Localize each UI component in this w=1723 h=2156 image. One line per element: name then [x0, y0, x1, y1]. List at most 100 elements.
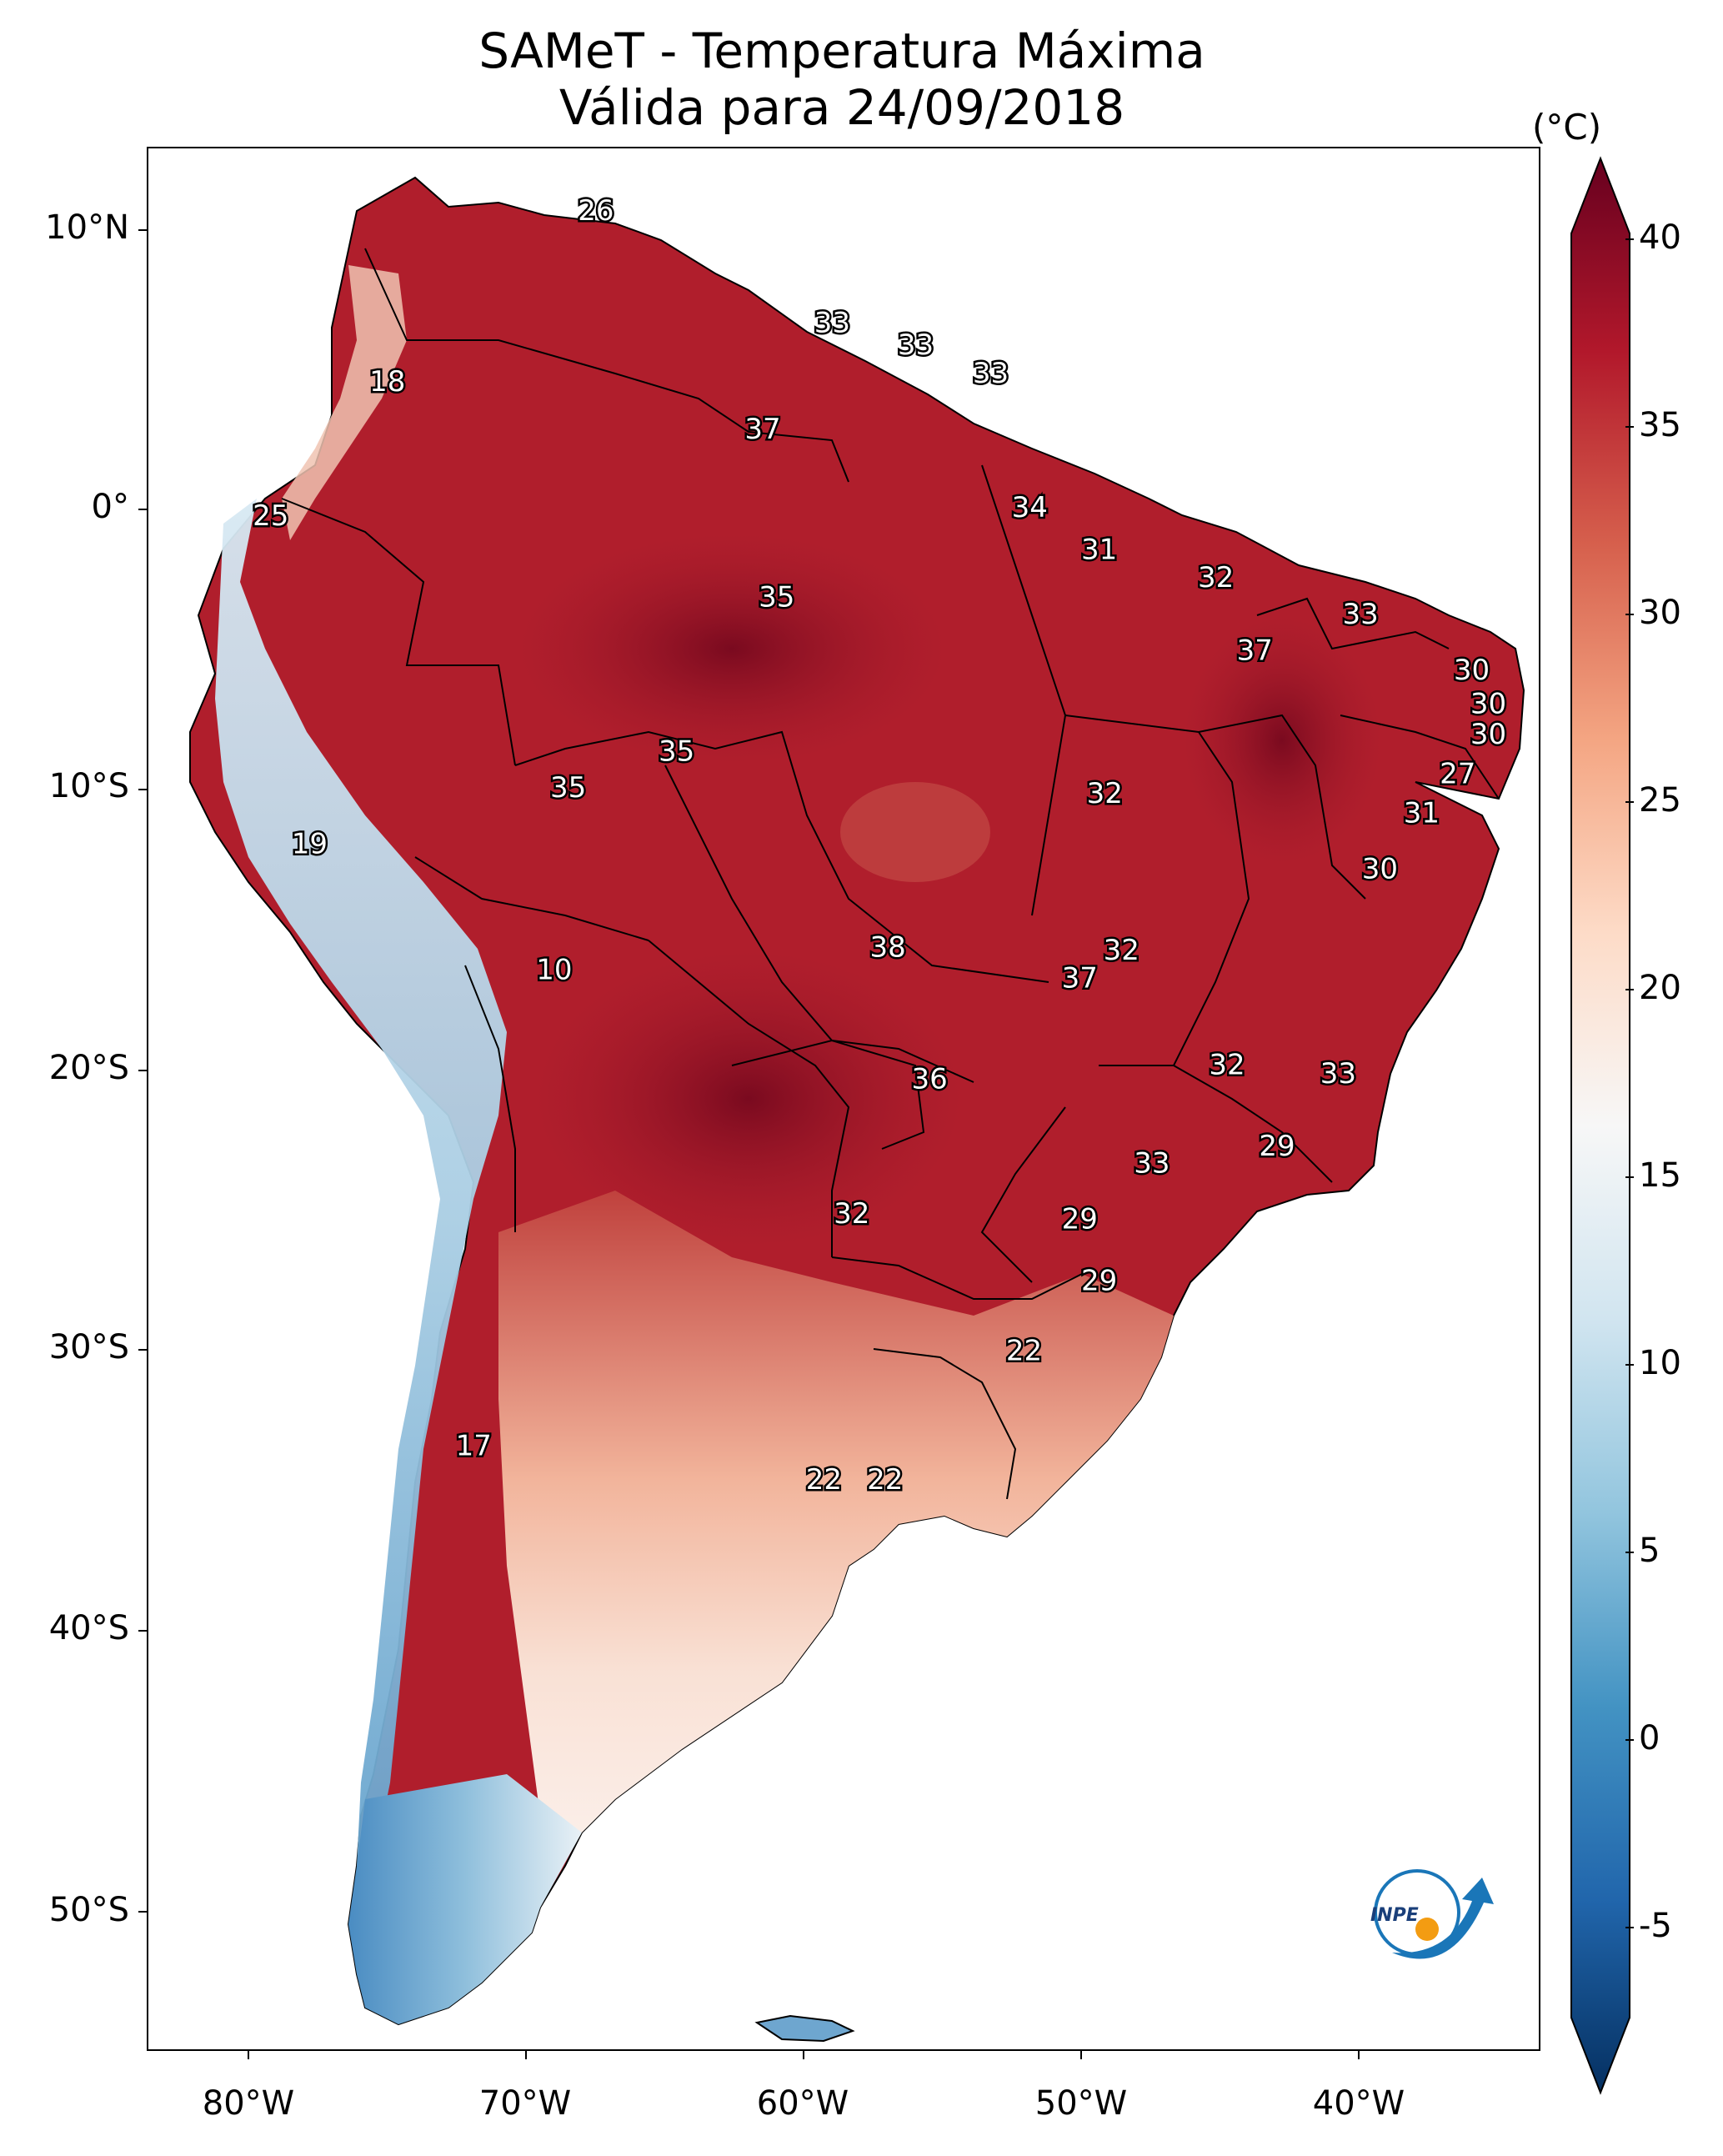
inpe-logo: INPE	[1370, 1869, 1494, 1959]
patagonia-cold	[348, 1774, 582, 2024]
contour-label: 35	[759, 581, 794, 614]
colorbar-unit: (°C)	[1532, 107, 1602, 148]
country-borders	[281, 248, 1500, 1500]
contour-label: 33	[1320, 1057, 1356, 1091]
lat-tick	[138, 509, 147, 510]
lat-tick	[138, 789, 147, 790]
contour-label: 22	[867, 1463, 903, 1497]
contour-label: 33	[973, 357, 1009, 390]
lat-label-30s: 30°S	[48, 1328, 129, 1366]
lat-tick	[138, 1911, 147, 1913]
cb-tick-0: 0	[1639, 1719, 1660, 1757]
lat-tick	[138, 1349, 147, 1351]
contour-label: 30	[1470, 718, 1506, 751]
lon-tick	[1080, 2051, 1082, 2059]
contour-label: 33	[1134, 1146, 1170, 1180]
lat-label-20s: 20°S	[48, 1049, 129, 1087]
cb-tickmark	[1625, 1927, 1634, 1928]
contour-label: 31	[1081, 534, 1117, 567]
logo-text: INPE	[1370, 1905, 1419, 1926]
cb-tick-10: 10	[1639, 1344, 1681, 1382]
cb-tick-5: 5	[1639, 1532, 1660, 1570]
lon-label-40w: 40°W	[1312, 2084, 1405, 2123]
contour-label: 17	[456, 1430, 492, 1463]
map-panel[interactable]: 26 18 25 33 33 33 37 34 31 32 33 35 37 30 30 30 27 35 35 32…	[147, 147, 1540, 2051]
contour-label: 32	[834, 1197, 869, 1231]
cb-tick-15: 15	[1639, 1156, 1681, 1195]
contour-label: 33	[898, 328, 934, 362]
contour-label: 18	[369, 365, 405, 399]
contour-label: 30	[1470, 687, 1506, 720]
cb-tickmark	[1625, 614, 1634, 615]
colorbar-body	[1570, 156, 1630, 2095]
contour-label: 32	[1104, 934, 1139, 967]
cb-tickmark	[1625, 1176, 1634, 1178]
contour-label: 32	[1087, 777, 1123, 810]
contour-label: 32	[1209, 1049, 1245, 1082]
contour-label: 25	[253, 499, 288, 533]
lon-label-70w: 70°W	[478, 2084, 572, 2123]
lat-tick	[138, 1070, 147, 1071]
falkland-islands	[754, 2014, 855, 2043]
lat-label-50s: 50°S	[48, 1891, 129, 1929]
lat-tick	[138, 229, 147, 231]
contour-label: 29	[1081, 1264, 1117, 1297]
cb-tick-25: 25	[1639, 781, 1681, 820]
colombian-andes	[282, 265, 407, 540]
lon-tick	[525, 2051, 527, 2059]
lon-label-60w: 60°W	[756, 2084, 849, 2123]
contour-label: 38	[869, 931, 905, 965]
contour-label: 26	[578, 194, 614, 228]
logo-arrow	[1392, 1878, 1494, 1959]
cb-tickmark	[1625, 1552, 1634, 1553]
lat-label-0: 0°	[91, 488, 129, 526]
cb-tick-20: 20	[1639, 969, 1681, 1007]
contour-label: 35	[659, 735, 694, 768]
contour-label: 22	[1006, 1334, 1042, 1367]
lat-label-10n: 10°N	[45, 208, 129, 247]
cb-tick-40: 40	[1639, 218, 1681, 257]
cb-tickmark	[1625, 1364, 1634, 1366]
contour-label: 37	[1062, 962, 1098, 995]
contour-label: 29	[1062, 1203, 1098, 1236]
andes-cold-strip	[215, 499, 507, 1949]
cb-tick-35: 35	[1639, 406, 1681, 444]
contour-label: 32	[1198, 561, 1234, 594]
contour-label: 37	[744, 413, 780, 446]
lon-tick	[1358, 2051, 1360, 2059]
lon-tick	[248, 2051, 249, 2059]
cb-tick-30: 30	[1639, 594, 1681, 632]
contour-label: 10	[536, 954, 572, 987]
cooler-plateau	[840, 782, 990, 882]
heat-core-northeast	[1182, 615, 1382, 865]
contour-label: 36	[911, 1063, 947, 1096]
cb-tickmark	[1625, 801, 1634, 803]
lat-tick	[138, 1630, 147, 1632]
contour-label: 30	[1454, 654, 1490, 687]
lon-tick	[803, 2051, 804, 2059]
contour-label: 33	[814, 306, 850, 339]
lon-label-50w: 50°W	[1034, 2084, 1128, 2123]
contour-label: 27	[1440, 757, 1475, 790]
contour-label: 19	[292, 827, 328, 860]
southern-cone	[498, 1191, 1174, 1833]
contour-label: 37	[1237, 634, 1273, 667]
contour-label: 22	[806, 1463, 842, 1497]
contour-label: 29	[1259, 1130, 1295, 1163]
contour-label: 30	[1362, 853, 1398, 886]
contour-label: 33	[1342, 598, 1378, 631]
cb-tickmark	[1625, 238, 1634, 240]
cb-tickmark	[1625, 989, 1634, 990]
cb-tickmark	[1625, 1739, 1634, 1741]
colorbar	[1570, 156, 1630, 2095]
heat-core-amazon	[515, 532, 949, 765]
lon-label-80w: 80°W	[202, 2084, 295, 2123]
logo-sun	[1415, 1918, 1439, 1941]
map-subtitle: Válida para 24/09/2018	[558, 79, 1125, 136]
contour-label: 34	[1012, 491, 1048, 524]
cb-tick-m5: -5	[1639, 1907, 1672, 1945]
lat-label-10s: 10°S	[48, 767, 129, 805]
map-title: SAMeT - Temperatura Máxima	[478, 23, 1205, 79]
